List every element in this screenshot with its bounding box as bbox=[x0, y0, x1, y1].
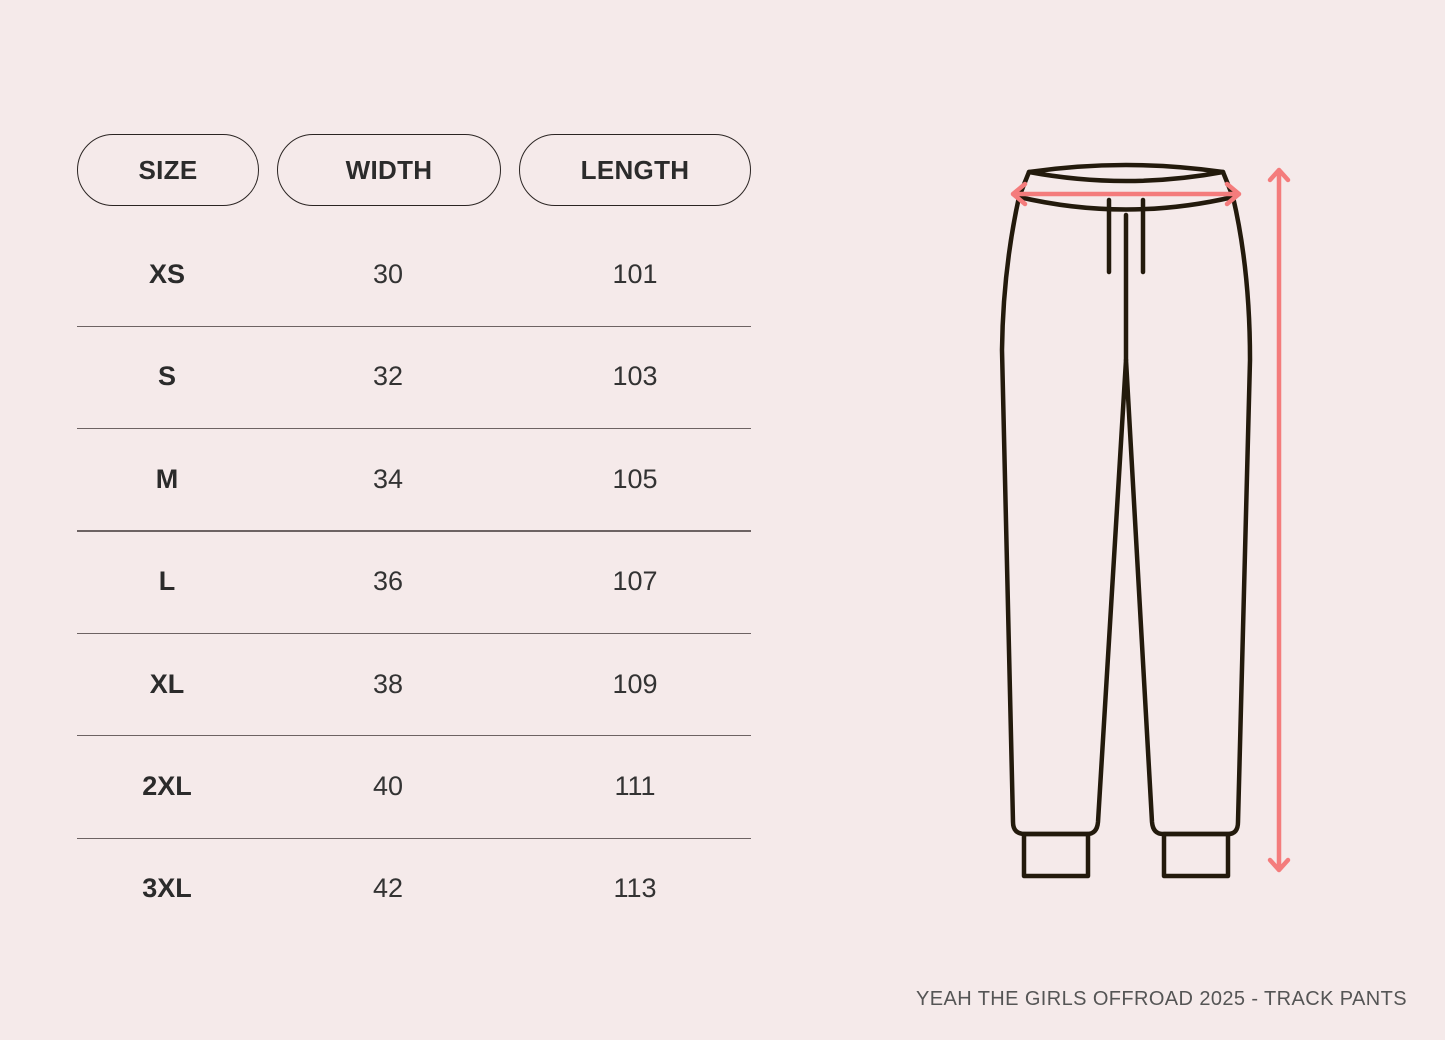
cell-width: 34 bbox=[372, 463, 404, 494]
track-pants-icon bbox=[999, 162, 1253, 879]
cell-width: 30 bbox=[372, 259, 404, 289]
cell-width: 40 bbox=[372, 771, 404, 801]
row-divider bbox=[77, 735, 751, 737]
row-divider bbox=[77, 837, 751, 839]
width-arrow-icon bbox=[1010, 181, 1242, 207]
cell-size: M bbox=[155, 463, 179, 494]
row-divider bbox=[77, 427, 751, 430]
table-row: XL 38 109 bbox=[77, 633, 751, 735]
cell-length: 111 bbox=[614, 771, 656, 801]
cell-width: 32 bbox=[372, 361, 404, 392]
table-row: L 36 107 bbox=[77, 530, 751, 632]
cell-width: 42 bbox=[372, 873, 404, 904]
table-row: XS 30 101 bbox=[77, 223, 751, 325]
row-divider bbox=[77, 325, 751, 327]
cell-length: 105 bbox=[612, 463, 658, 494]
cell-size: XL bbox=[149, 668, 185, 699]
cell-width: 38 bbox=[372, 668, 404, 699]
header-length: LENGTH bbox=[519, 134, 751, 206]
cell-length: 107 bbox=[612, 566, 658, 597]
cell-size: 3XL bbox=[142, 873, 192, 904]
table-row: S 32 103 bbox=[77, 325, 751, 427]
cell-length: 101 bbox=[612, 259, 658, 289]
table-row: 3XL 42 113 bbox=[77, 837, 751, 939]
length-arrow-icon bbox=[1267, 167, 1291, 873]
footer-caption: YEAH THE GIRLS OFFROAD 2025 - TRACK PANT… bbox=[916, 988, 1407, 1010]
cell-size: 2XL bbox=[142, 771, 192, 801]
table-row: 2XL 40 111 bbox=[77, 735, 751, 837]
cell-size: L bbox=[158, 566, 176, 597]
table-row: M 34 105 bbox=[77, 428, 751, 530]
row-divider bbox=[77, 530, 751, 532]
cell-size: S bbox=[157, 361, 176, 392]
cell-length: 103 bbox=[612, 361, 658, 392]
header-size: SIZE bbox=[77, 134, 259, 206]
cell-width: 36 bbox=[372, 566, 404, 597]
cell-length: 113 bbox=[613, 873, 657, 904]
header-width: WIDTH bbox=[277, 134, 501, 206]
cell-size: XS bbox=[148, 259, 186, 289]
cell-length: 109 bbox=[612, 668, 658, 699]
row-divider bbox=[77, 632, 751, 635]
